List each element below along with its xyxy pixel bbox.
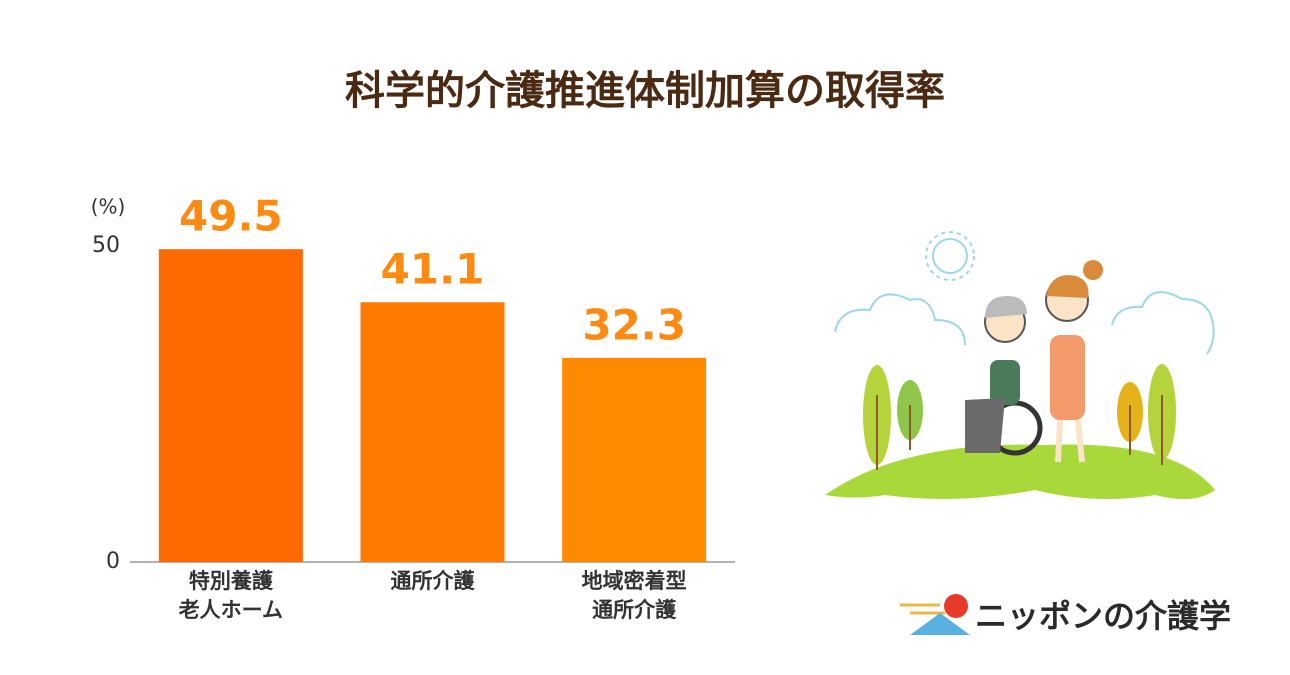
y-unit: (%) — [91, 195, 126, 219]
value-label: 41.1 — [381, 245, 485, 294]
bar — [158, 249, 303, 562]
x-tick-label: 通所介護 — [592, 598, 677, 622]
illustration — [825, 231, 1215, 499]
bar — [562, 357, 707, 562]
x-tick-label: 特別養護 — [189, 569, 274, 593]
x-tick-label: 老人ホーム — [179, 598, 283, 622]
value-label: 49.5 — [179, 192, 283, 241]
x-tick-label: 地域密着型 — [582, 569, 687, 593]
x-tick-label: 通所介護 — [391, 569, 476, 593]
y-tick-label: 0 — [106, 549, 120, 574]
chart-title: 科学的介護推進体制加算の取得率 — [345, 68, 945, 114]
value-label: 32.3 — [582, 300, 686, 349]
logo-text: ニッポンの介護学 — [975, 597, 1231, 635]
y-tick-label: 50 — [92, 233, 120, 258]
bar — [360, 302, 505, 562]
logo: ニッポンの介護学 — [900, 594, 1231, 635]
